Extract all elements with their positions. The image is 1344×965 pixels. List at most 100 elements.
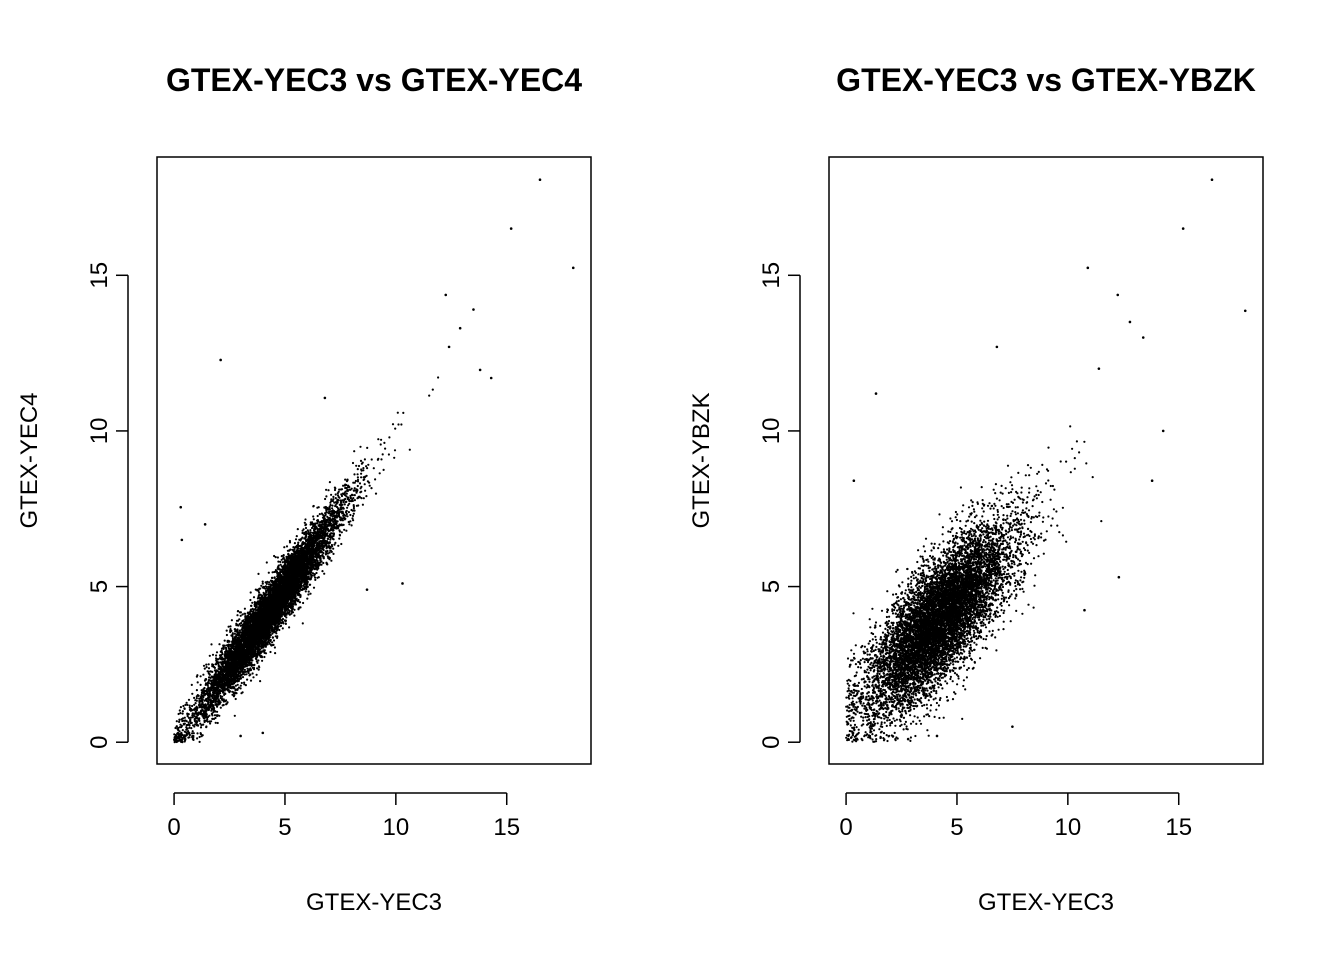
- data-point: [364, 490, 366, 492]
- data-point: [329, 508, 331, 510]
- data-point: [326, 563, 328, 565]
- data-point: [349, 489, 351, 491]
- data-point: [330, 560, 332, 562]
- data-point: [297, 528, 299, 530]
- data-point: [348, 523, 350, 525]
- data-point: [323, 573, 325, 575]
- data-point: [268, 572, 270, 574]
- y-tick-label: 0: [86, 736, 113, 749]
- data-point: [291, 549, 293, 551]
- data-point: [279, 561, 281, 563]
- data-point: [262, 581, 264, 583]
- data-point: [199, 706, 201, 708]
- data-points: [173, 178, 574, 743]
- data-point: [288, 626, 290, 628]
- data-point: [351, 524, 353, 526]
- data-point: [196, 689, 198, 691]
- data-point: [397, 412, 399, 414]
- data-point: [240, 615, 242, 617]
- data-point: [193, 704, 195, 706]
- data-point: [234, 689, 236, 691]
- data-point: [198, 704, 200, 706]
- data-point: [199, 723, 201, 725]
- data-point: [323, 516, 325, 518]
- data-point: [349, 514, 351, 516]
- x-tick-label: 5: [278, 814, 291, 841]
- data-point: [188, 717, 190, 719]
- data-point: [393, 457, 395, 459]
- data-point: [280, 622, 282, 624]
- data-point: [332, 498, 334, 500]
- y-axis-label: GTEX-YEC4: [16, 392, 43, 528]
- data-point: [205, 726, 207, 728]
- data-point: [437, 376, 439, 378]
- data-point: [329, 539, 331, 541]
- data-point: [331, 505, 333, 507]
- data-point: [202, 674, 204, 676]
- data-point: [277, 556, 279, 558]
- data-point: [208, 672, 210, 674]
- data-point: [392, 423, 394, 425]
- data-point: [260, 585, 262, 587]
- data-point: [179, 724, 181, 726]
- data-point: [360, 473, 362, 475]
- data-point: [274, 652, 276, 654]
- scatter-panel-1: GTEX-YEC3 vs GTEX-YEC4GTEX-YEC3GTEX-YEC4…: [16, 62, 591, 916]
- data-point: [272, 644, 274, 646]
- data-point: [362, 504, 364, 506]
- data-point: [369, 485, 371, 487]
- data-point: [302, 622, 304, 624]
- data-point: [215, 654, 217, 656]
- data-point: [256, 674, 258, 676]
- data-point: [375, 493, 377, 495]
- data-point: [226, 630, 228, 632]
- data-point: [179, 712, 181, 714]
- data-point: [345, 530, 347, 532]
- data-point: [261, 660, 263, 662]
- data-point: [200, 732, 202, 734]
- data-point: [252, 676, 254, 678]
- data-point: [380, 458, 382, 460]
- data-point: [367, 464, 369, 466]
- data-point: [199, 736, 201, 738]
- data-point: [388, 453, 390, 455]
- y-tick-label: 10: [86, 418, 113, 445]
- data-point: [289, 541, 291, 543]
- data-point: [352, 494, 354, 496]
- data-point: [201, 735, 203, 737]
- data-point: [371, 458, 373, 460]
- data-point: [354, 494, 356, 496]
- x-tick-label: 0: [167, 814, 180, 841]
- data-point: [242, 676, 244, 678]
- data-point: [188, 699, 190, 701]
- y-tick-label: 15: [86, 262, 113, 289]
- data-point: [208, 663, 210, 665]
- data-point: [266, 561, 268, 563]
- data-point: [217, 722, 219, 724]
- data-point: [304, 518, 306, 520]
- data-point: [293, 609, 295, 611]
- data-point: [354, 499, 356, 501]
- data-point: [208, 715, 210, 717]
- data-point: [257, 573, 259, 575]
- data-point: [212, 654, 214, 656]
- data-point: [314, 579, 316, 581]
- data-point: [344, 498, 346, 500]
- chart-title: GTEX-YEC3 vs GTEX-YEC4: [166, 62, 582, 98]
- data-point: [366, 447, 368, 449]
- data-point: [283, 546, 285, 548]
- data-point: [184, 704, 186, 706]
- data-point: [244, 669, 246, 671]
- data-point: [282, 622, 284, 624]
- data-point: [355, 465, 357, 467]
- data-point: [382, 453, 384, 455]
- data-point: [360, 460, 362, 462]
- y-tick-label: 5: [86, 580, 113, 593]
- data-point: [320, 561, 322, 563]
- data-point: [428, 395, 430, 397]
- data-point: [274, 646, 276, 648]
- data-point: [286, 545, 288, 547]
- data-point: [306, 598, 308, 600]
- data-point: [210, 720, 212, 722]
